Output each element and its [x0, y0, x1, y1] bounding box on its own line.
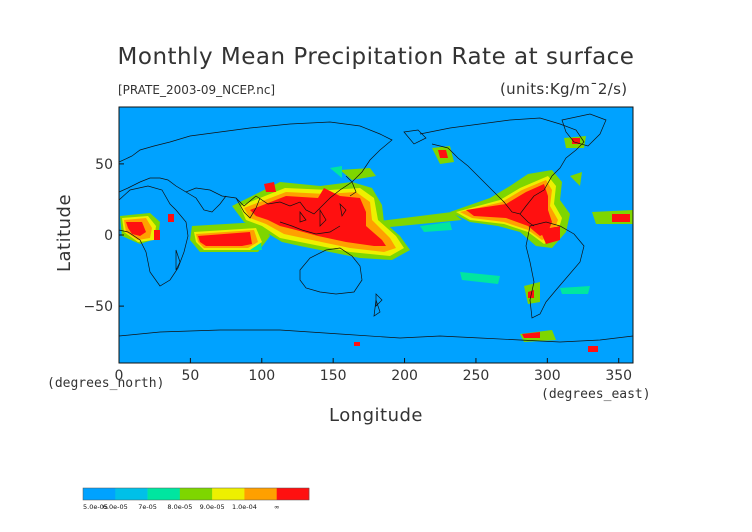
- colorbar-label: 1.0e-04: [232, 503, 257, 511]
- precip-band-red: [126, 138, 630, 352]
- x-tick-label: 50: [181, 368, 199, 384]
- x-axis-unit: (degrees_east): [541, 387, 651, 402]
- colorbar-swatch: [115, 488, 148, 500]
- colorbar-label: 7e-05: [138, 503, 157, 511]
- colorbar-label: 8.0e-05: [167, 503, 192, 511]
- x-tick-label: 100: [248, 368, 275, 384]
- file-label: [PRATE_2003-09_NCEP.nc]: [118, 83, 276, 97]
- map-title: Monthly Mean Precipitation Rate at surfa…: [117, 44, 635, 70]
- y-tick-label: −50: [83, 299, 113, 315]
- colorbar: 5.0e-056.0e-05 7e-05 8.0e-05 9.0e-05 1.0e-04…: [82, 487, 310, 511]
- coastlines: [119, 113, 633, 343]
- x-axis-title: Longitude: [329, 405, 423, 426]
- colorbar-swatch: [276, 488, 310, 500]
- colorbar-label: 9.0e-05: [200, 503, 225, 511]
- colorbar-swatch: [244, 488, 278, 500]
- x-tick-label: 0: [115, 368, 124, 384]
- y-tick-label: 0: [104, 228, 113, 244]
- precip-field: [119, 113, 633, 352]
- colorbar-swatch: [179, 488, 213, 500]
- units-label: (units:Kg/m¯2/s): [500, 80, 628, 98]
- y-axis-title: Latitude: [54, 194, 75, 272]
- colorbar-swatch: [147, 488, 181, 500]
- x-tick-label: 350: [605, 368, 632, 384]
- y-axis-unit: (degrees_north): [47, 376, 164, 391]
- colorbar-label: 6.0e-05: [103, 503, 128, 511]
- y-axis: 50 0 −50: [83, 157, 124, 315]
- colorbar-label: ∞: [274, 503, 279, 511]
- y-tick-label: 50: [95, 157, 113, 173]
- colorbar-swatch: [83, 488, 116, 500]
- colorbar-swatch: [212, 488, 245, 500]
- x-tick-label: 150: [320, 368, 347, 384]
- colorbar-label: 5.0e-05: [83, 503, 108, 511]
- x-axis: 0 50 100 150 200 250 300 350: [115, 358, 632, 384]
- x-tick-label: 200: [391, 368, 418, 384]
- colorbar-frame: [82, 487, 310, 501]
- x-tick-label: 300: [534, 368, 561, 384]
- x-tick-label: 250: [463, 368, 490, 384]
